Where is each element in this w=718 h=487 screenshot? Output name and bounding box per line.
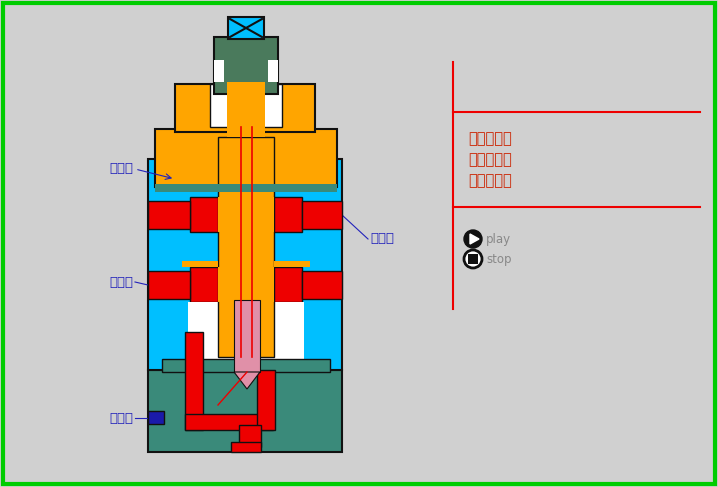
Bar (468, 254, 478, 264)
Bar (155, 129, 337, 187)
Bar (182, 261, 218, 267)
Bar (148, 411, 164, 424)
Bar (162, 359, 330, 372)
Circle shape (464, 250, 482, 268)
Bar (239, 425, 261, 447)
Bar (190, 197, 302, 232)
Bar (234, 300, 260, 372)
Bar (228, 17, 264, 39)
Bar (188, 302, 304, 370)
Bar (274, 261, 310, 267)
Bar (302, 201, 342, 229)
Bar (214, 60, 224, 82)
Bar (148, 271, 190, 299)
Bar (175, 84, 315, 132)
Text: 泄油口: 泄油口 (109, 163, 133, 175)
Bar (185, 414, 273, 430)
Text: 内控内泄式: 内控内泄式 (468, 131, 512, 147)
Bar (210, 84, 282, 127)
Bar (148, 159, 342, 370)
Bar (227, 82, 265, 137)
Circle shape (464, 230, 482, 248)
Bar (148, 370, 342, 452)
Text: 外控内泄式: 外控内泄式 (468, 152, 512, 168)
Text: 外控外泄式: 外控外泄式 (468, 173, 512, 188)
Polygon shape (234, 372, 260, 389)
Bar (185, 332, 203, 430)
Text: play: play (486, 232, 511, 245)
Bar (214, 37, 278, 94)
Bar (148, 201, 190, 229)
Bar (218, 197, 274, 232)
Text: 进油口: 进油口 (109, 276, 133, 288)
Text: stop: stop (486, 252, 511, 265)
Text: 控制口: 控制口 (109, 412, 133, 425)
Bar (302, 271, 342, 299)
Bar (268, 60, 278, 82)
Bar (257, 370, 275, 430)
Polygon shape (470, 234, 479, 244)
Text: 出油口: 出油口 (370, 232, 394, 245)
Bar (218, 137, 274, 357)
Bar (218, 267, 274, 302)
Bar (155, 184, 337, 192)
Bar (231, 442, 261, 452)
Bar (190, 267, 302, 302)
